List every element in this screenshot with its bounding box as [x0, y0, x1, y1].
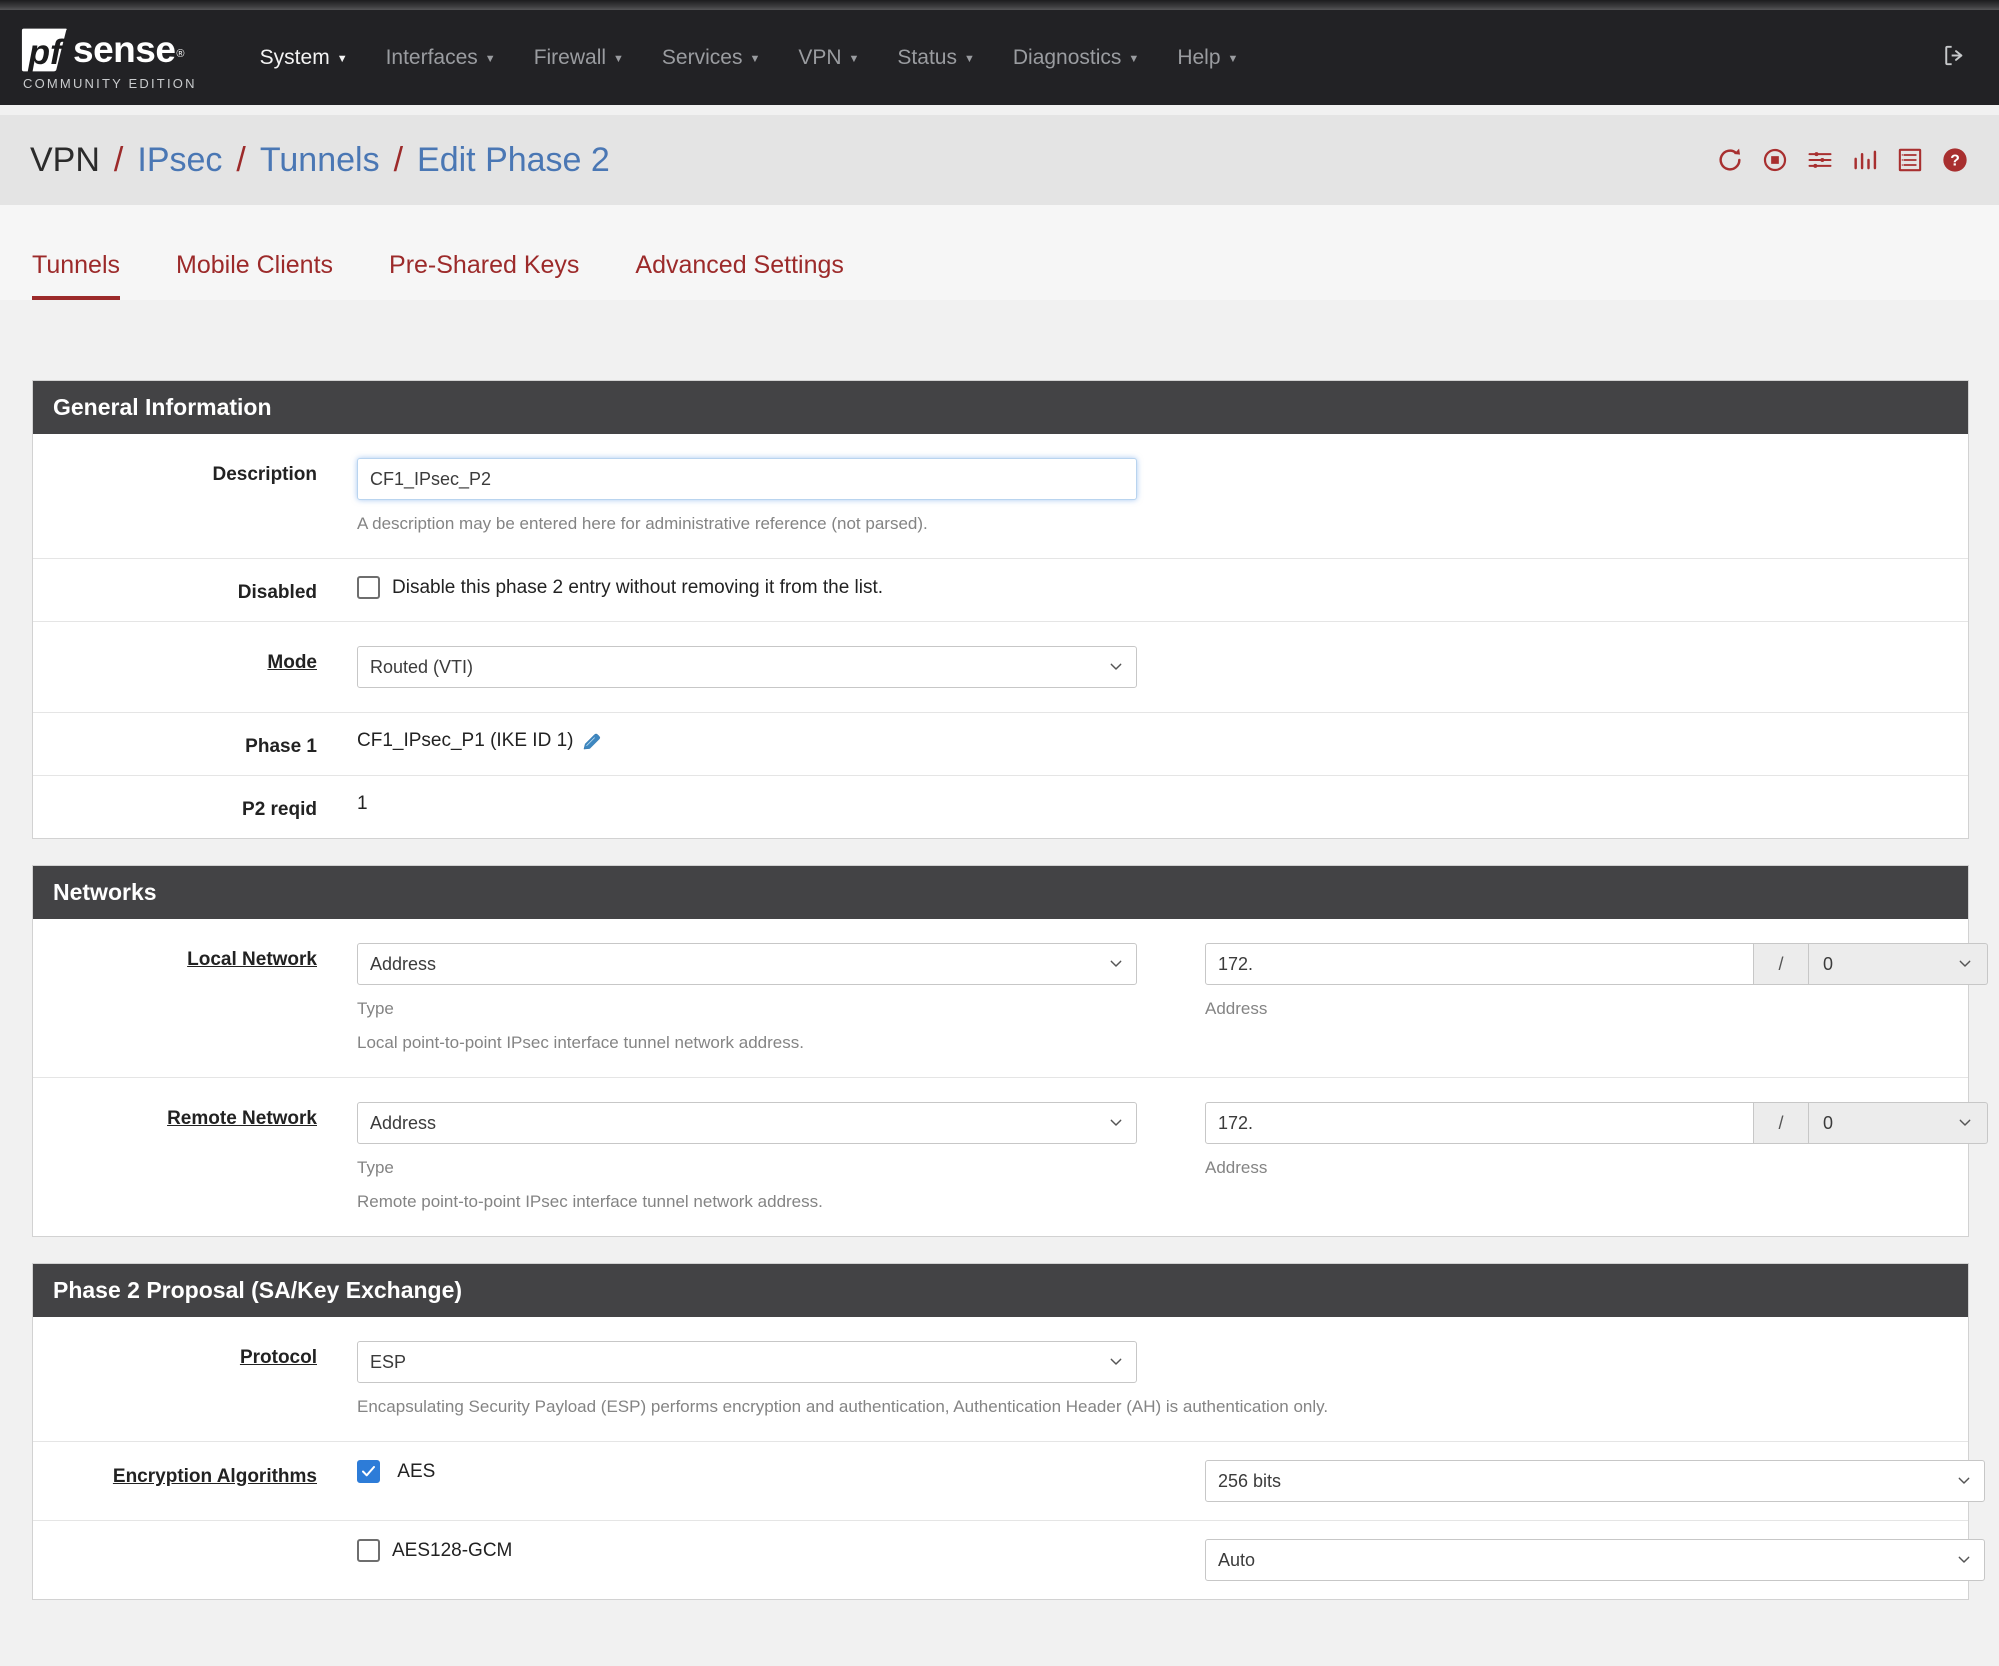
svg-text:?: ?: [1950, 153, 1960, 170]
svg-text:pf: pf: [27, 33, 65, 72]
